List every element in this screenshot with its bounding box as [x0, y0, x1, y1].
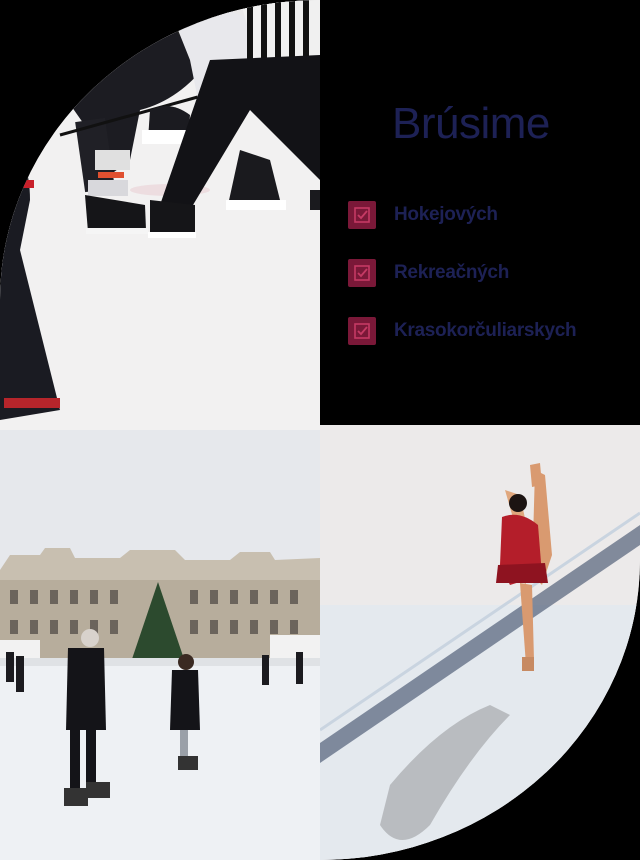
- info-panel: Brúsime Hokejových Rekreačných Krasokorč…: [320, 0, 640, 425]
- checkbox-icon: [348, 259, 376, 287]
- list-item-label: Krasokorčuliarskych: [394, 320, 577, 341]
- service-list: Hokejových Rekreačných Krasokorčuliarsky…: [348, 186, 577, 360]
- figure-skater-photo: [320, 425, 640, 860]
- checkbox-icon: [348, 317, 376, 345]
- list-item-label: Rekreačných: [394, 262, 509, 283]
- list-item-label: Hokejových: [394, 204, 498, 225]
- hockey-faceoff-photo: [0, 0, 320, 430]
- list-item: Krasokorčuliarskych: [348, 302, 577, 360]
- list-item: Hokejových: [348, 186, 576, 244]
- checkbox-icon: [348, 201, 376, 229]
- list-item: Rekreačných: [348, 244, 576, 302]
- outdoor-rink-photo: [0, 430, 320, 860]
- panel-title: Brúsime: [392, 99, 550, 148]
